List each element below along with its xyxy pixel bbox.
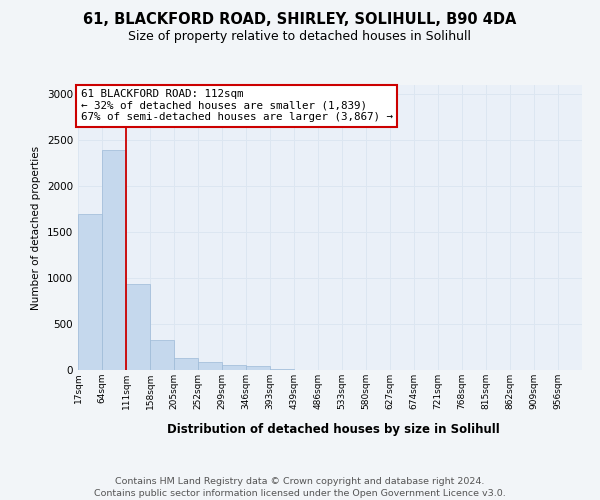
Bar [174,358,198,370]
Bar [222,365,246,370]
Bar [246,366,270,370]
Bar [102,150,126,370]
Bar [270,369,294,370]
Text: 61 BLACKFORD ROAD: 112sqm
← 32% of detached houses are smaller (1,839)
67% of se: 61 BLACKFORD ROAD: 112sqm ← 32% of detac… [80,90,392,122]
Bar [198,362,222,370]
Y-axis label: Number of detached properties: Number of detached properties [31,146,41,310]
Bar [78,214,102,370]
Text: Size of property relative to detached houses in Solihull: Size of property relative to detached ho… [128,30,472,43]
Text: 61, BLACKFORD ROAD, SHIRLEY, SOLIHULL, B90 4DA: 61, BLACKFORD ROAD, SHIRLEY, SOLIHULL, B… [83,12,517,28]
Bar [126,284,150,370]
Text: Contains HM Land Registry data © Crown copyright and database right 2024.
Contai: Contains HM Land Registry data © Crown c… [94,476,506,498]
Bar [150,340,174,370]
Text: Distribution of detached houses by size in Solihull: Distribution of detached houses by size … [167,422,499,436]
